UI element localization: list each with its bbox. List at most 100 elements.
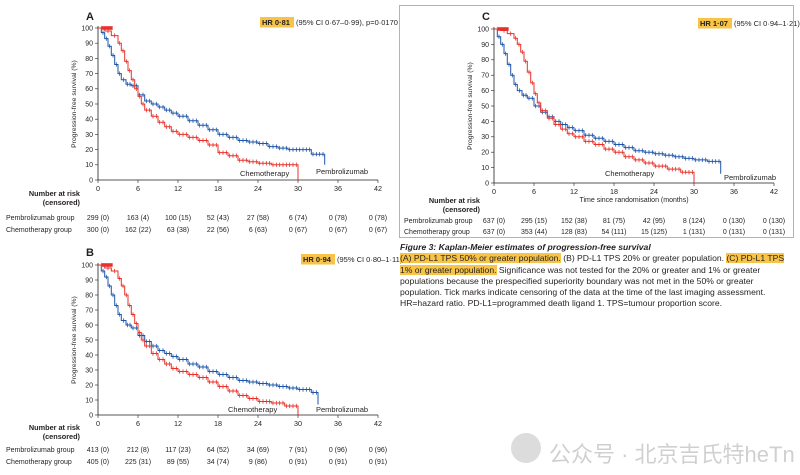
y-tick-label: 60: [85, 322, 93, 329]
y-tick-label: 20: [481, 150, 489, 157]
risk-group-label: Pembrolizumab group: [6, 447, 75, 454]
y-tick-label: 80: [85, 56, 93, 63]
risk-title: Number at risk: [29, 189, 81, 198]
x-tick-label: 6: [136, 184, 140, 193]
hr-value: HR 1·07: [700, 19, 728, 28]
risk-cell: 117 (23): [165, 447, 191, 454]
censor-ticks-pembrolizumab: [102, 30, 324, 157]
risk-cell: 100 (15): [165, 215, 191, 222]
watermark-text: 公众号 · 北京吉氏特heTn: [549, 442, 795, 467]
y-tick-label: 90: [85, 277, 93, 284]
y-tick-label: 80: [85, 292, 93, 299]
risk-cell: 0 (130): [763, 218, 785, 225]
risk-cell: 0 (131): [763, 229, 785, 236]
y-tick-label: 90: [85, 41, 93, 48]
hr-ci: (95% CI 0·94–1·21): [734, 19, 800, 28]
risk-cell: 0 (91): [369, 459, 387, 466]
y-tick-label: 20: [85, 147, 93, 154]
y-tick-label: 40: [481, 119, 489, 126]
censor-ticks-chemotherapy: [496, 26, 693, 175]
x-tick-label: 0: [96, 184, 100, 193]
y-axis-label: Progression-free survival (%): [71, 296, 78, 384]
risk-cell: 7 (91): [289, 447, 307, 454]
caption-panel-a-label: (A) PD-L1 TPS 50% or greater population.: [400, 253, 561, 264]
risk-cell: 0 (91): [329, 459, 347, 466]
risk-cell: 42 (95): [643, 218, 665, 225]
hr-value: HR 0·81: [262, 18, 290, 27]
y-tick-label: 80: [481, 57, 489, 64]
chemotherapy-label: Chemotherapy: [605, 169, 654, 178]
y-tick-label: 10: [85, 397, 93, 404]
km-curve-pembrolizumab: [98, 264, 319, 405]
risk-cell: 0 (67): [289, 227, 307, 234]
risk-cell: 0 (131): [723, 229, 745, 236]
x-tick-label: 24: [650, 187, 658, 196]
y-tick-label: 90: [481, 42, 489, 49]
x-tick-label: 6: [532, 187, 536, 196]
risk-cell: 637 (0): [483, 229, 505, 236]
y-tick-label: 30: [85, 367, 93, 374]
censor-ticks-chemotherapy: [100, 262, 297, 409]
x-tick-label: 42: [374, 419, 382, 428]
censor-cluster: [498, 27, 509, 31]
risk-cell: 300 (0): [87, 227, 109, 234]
caption-text: Significance was not tested for the 20% …: [400, 264, 766, 309]
risk-cell: 1 (131): [683, 229, 705, 236]
risk-cell: 353 (44): [521, 229, 547, 236]
figure-caption: Figure 3: Kaplan-Meier estimates of prog…: [400, 242, 792, 310]
panel-letter: A: [86, 11, 94, 23]
km-curve-chemotherapy: [98, 264, 299, 415]
risk-cell: 52 (43): [207, 215, 229, 222]
y-tick-label: 0: [485, 180, 489, 187]
censor-ticks-pembrolizumab: [498, 34, 720, 164]
risk-cell: 0 (78): [329, 215, 347, 222]
risk-title: Number at risk: [429, 196, 481, 205]
risk-cell: 0 (91): [289, 459, 307, 466]
risk-cell: 405 (0): [87, 459, 109, 466]
risk-subtitle: (censored): [43, 432, 81, 441]
risk-cell: 22 (56): [207, 227, 229, 234]
hr-ci: (95% CI 0·67–0·99), p=0·0170: [296, 18, 398, 27]
chemotherapy-label: Chemotherapy: [240, 169, 289, 178]
risk-subtitle: (censored): [443, 205, 481, 214]
y-tick-label: 10: [85, 162, 93, 169]
risk-cell: 0 (67): [329, 227, 347, 234]
risk-cell: 9 (86): [249, 459, 267, 466]
y-tick-label: 60: [85, 86, 93, 93]
y-tick-label: 10: [481, 165, 489, 172]
risk-cell: 162 (22): [125, 227, 151, 234]
risk-cell: 34 (74): [207, 459, 229, 466]
chemotherapy-label: Chemotherapy: [228, 405, 277, 414]
x-tick-label: 12: [174, 419, 182, 428]
y-tick-label: 70: [85, 307, 93, 314]
risk-group-label: Chemotherapy group: [6, 227, 72, 234]
x-tick-label: 18: [610, 187, 618, 196]
km-curve-chemotherapy: [98, 27, 299, 180]
risk-group-label: Pembrolizumab group: [404, 218, 473, 225]
censor-cluster: [102, 263, 113, 267]
risk-cell: 163 (4): [127, 215, 149, 222]
km-curve-pembrolizumab: [494, 28, 722, 174]
km-panel-b: BHR 0·94 (95% CI 0·80–1·11)01020304050607…: [6, 247, 403, 466]
censor-cluster: [102, 26, 113, 30]
x-tick-label: 18: [214, 419, 222, 428]
y-tick-label: 70: [481, 73, 489, 80]
panel-c-frame: [399, 5, 794, 238]
wechat-icon: [511, 433, 541, 463]
y-tick-label: 50: [85, 337, 93, 344]
y-tick-label: 30: [481, 134, 489, 141]
x-tick-label: 42: [770, 187, 778, 196]
risk-subtitle: (censored): [43, 198, 81, 207]
risk-title: Number at risk: [29, 423, 81, 432]
risk-cell: 0 (96): [369, 447, 387, 454]
km-curve-chemotherapy: [494, 28, 695, 183]
x-tick-label: 36: [334, 184, 342, 193]
y-tick-label: 100: [81, 262, 93, 269]
x-tick-label: 12: [570, 187, 578, 196]
risk-cell: 295 (15): [521, 218, 547, 225]
y-tick-label: 60: [481, 88, 489, 95]
risk-cell: 8 (124): [683, 218, 705, 225]
risk-cell: 299 (0): [87, 215, 109, 222]
x-axis-label: Time since randomisation (months): [579, 197, 688, 204]
risk-cell: 212 (8): [127, 447, 149, 454]
